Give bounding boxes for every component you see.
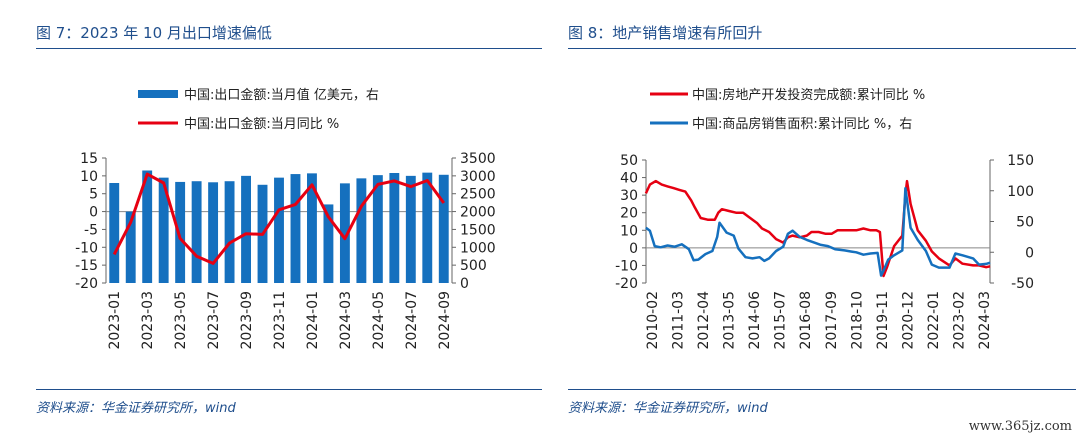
export-value-bar	[125, 211, 136, 283]
x-axis-tick-label: 2015-07	[773, 291, 789, 350]
x-axis-tick-label: 2022-01	[926, 291, 942, 350]
export-chart: 中国:出口金额:当月值 亿美元，右中国:出口金额:当月同比 % -20 -15 -10…	[75, 87, 496, 350]
x-axis-tick-label: 2010-02	[645, 291, 661, 350]
left-axis-tick-label: -10	[615, 258, 638, 274]
export-value-bar	[339, 183, 350, 283]
left-axis-tick-label: -5	[84, 222, 98, 238]
left-axis-tick-label: 50	[620, 153, 638, 169]
right-axis-tick-label: 0	[460, 276, 469, 292]
x-axis-tick-label: 2012-04	[696, 291, 712, 350]
left-axis-tick-label: -20	[615, 276, 638, 292]
x-axis-tick-label: 2023-05	[173, 291, 189, 350]
export-value-bar	[224, 181, 235, 283]
x-axis-tick-label: 2024-01	[305, 291, 321, 350]
right-axis-tick-label: 500	[460, 258, 487, 274]
x-axis-tick-label: 2013-05	[722, 291, 738, 350]
left-axis-tick-label: 10	[80, 169, 98, 185]
property-figure-panel: 图 8：地产销售增速有所回升 中国:房地产开发投资完成额:累计同比 % 中国:商品…	[550, 0, 1080, 440]
export-figure-panel: 图 7：2023 年 10 月出口增速偏低 中国:出口金额:当月值 亿美元，右中…	[36, 24, 542, 416]
sales-area-yoy-line	[645, 187, 991, 277]
left-axis-tick-label: 0	[629, 241, 638, 257]
title-divider	[568, 48, 1076, 49]
export-value-bar	[274, 177, 284, 283]
export-value-bar	[109, 183, 120, 283]
figure-8-title: 图 8：地产销售增速有所回升	[568, 24, 763, 42]
site-watermark: www.365jz.com	[968, 419, 1072, 434]
source-divider	[568, 389, 1076, 390]
x-axis-tick-label: 2024-03	[338, 291, 354, 350]
x-axis-tick-label: 2023-02	[951, 291, 967, 350]
x-axis-tick-label: 2014-06	[747, 291, 763, 350]
left-axis-tick-label: -10	[75, 240, 98, 256]
left-axis-tick-label: -15	[75, 258, 98, 274]
source-divider	[36, 389, 542, 390]
left-axis-tick-label: 0	[89, 205, 98, 221]
x-axis-tick-label: 2023-11	[272, 291, 288, 350]
x-axis-tick-label: 2018-10	[849, 291, 865, 350]
right-axis-tick-label: 3500	[460, 151, 496, 167]
export-value-bar	[290, 174, 301, 283]
left-axis-tick-label: 20	[620, 206, 638, 222]
right-axis-tick-label: 100	[1007, 184, 1034, 200]
investment-yoy-line	[644, 179, 991, 278]
left-axis-tick-label: -20	[75, 276, 98, 292]
right-axis-tick-label: 2500	[460, 187, 496, 203]
export-value-bar	[241, 175, 251, 283]
export-value-bar	[208, 182, 219, 283]
x-axis-tick-label: 2019-11	[875, 291, 891, 350]
x-axis-tick-label: 2023-09	[239, 291, 255, 350]
legend-label-investment: 中国:房地产开发投资完成额:累计同比 %	[692, 87, 925, 103]
x-axis-tick-label: 2024-09	[437, 291, 453, 350]
right-axis-tick-label: 50	[1016, 215, 1034, 231]
figure-8-source: 资料来源：华金证券研究所，wind	[568, 401, 768, 416]
x-axis-tick-label: 2023-01	[107, 291, 123, 350]
left-axis-tick-label: 10	[620, 223, 638, 239]
left-axis-tick-label: 30	[620, 188, 638, 204]
legend-label-export-yoy: 中国:出口金额:当月同比 %	[184, 116, 339, 132]
export-value-bar	[422, 172, 433, 283]
export-value-bar	[175, 181, 186, 283]
export-value-bar	[158, 177, 169, 283]
legend-swatch-export-value	[138, 90, 178, 98]
title-divider	[36, 48, 542, 49]
export-value-bar	[307, 173, 317, 283]
legend-label-sales-area: 中国:商品房销售面积:累计同比 %，右	[692, 116, 912, 132]
x-axis-tick-label: 2024-07	[404, 291, 420, 350]
export-value-bar	[438, 174, 449, 283]
export-value-bar	[191, 181, 202, 283]
right-axis-tick-label: 0	[1025, 245, 1034, 261]
export-value-bar	[323, 204, 334, 283]
left-axis-tick-label: 40	[620, 171, 638, 187]
x-axis-tick-label: 2020-12	[900, 291, 916, 350]
export-value-bar	[356, 178, 367, 283]
x-axis-tick-label: 2023-03	[140, 291, 156, 350]
x-axis-tick-label: 2023-07	[206, 291, 222, 350]
x-axis-tick-label: 2024-05	[371, 291, 387, 350]
left-axis-tick-label: 5	[89, 187, 98, 203]
export-value-bar	[372, 175, 383, 283]
export-yoy-line	[112, 172, 446, 265]
export-value-bar	[405, 175, 416, 283]
x-axis-tick-label: 2016-08	[798, 291, 814, 350]
right-axis-tick-label: 1500	[460, 222, 496, 238]
x-axis-tick-label: 2024-03	[977, 291, 993, 350]
figure-7-source: 资料来源：华金证券研究所，wind	[36, 401, 236, 416]
legend-label-export-value: 中国:出口金额:当月值 亿美元，右	[184, 87, 379, 103]
figure-7-title: 图 7：2023 年 10 月出口增速偏低	[36, 24, 272, 42]
left-axis-tick-label: 15	[80, 151, 98, 167]
export-value-bar	[389, 173, 400, 283]
right-axis-tick-label: 1000	[460, 240, 496, 256]
x-axis-tick-label: 2017-09	[824, 291, 840, 350]
right-axis-tick-label: 3000	[460, 169, 496, 185]
export-value-bar	[142, 170, 153, 283]
right-axis-tick-label: -50	[1011, 276, 1034, 292]
property-chart: 中国:房地产开发投资完成额:累计同比 % 中国:商品房销售面积:累计同比 %，右 -…	[615, 87, 1034, 350]
right-axis-tick-label: 150	[1007, 153, 1034, 169]
x-axis-tick-label: 2011-03	[671, 291, 687, 350]
right-axis-tick-label: 2000	[460, 205, 496, 221]
